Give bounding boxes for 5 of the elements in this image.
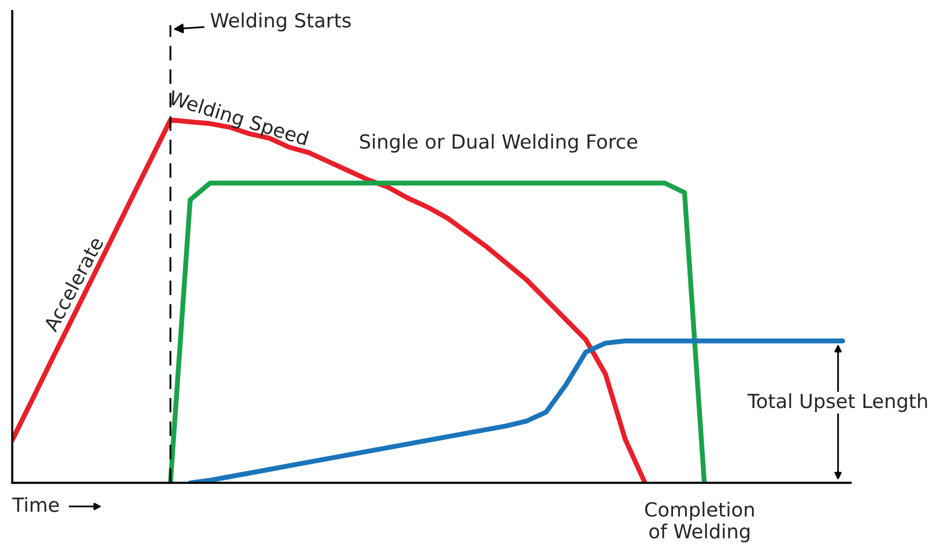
text: Welding Starts (210, 12, 351, 32)
text: Completion of Welding (645, 502, 754, 542)
annotation: Total Upset Length (747, 393, 927, 412)
annotation: Single or Dual Welding Force (360, 134, 638, 153)
x-axis-title: Time (12, 497, 59, 512)
